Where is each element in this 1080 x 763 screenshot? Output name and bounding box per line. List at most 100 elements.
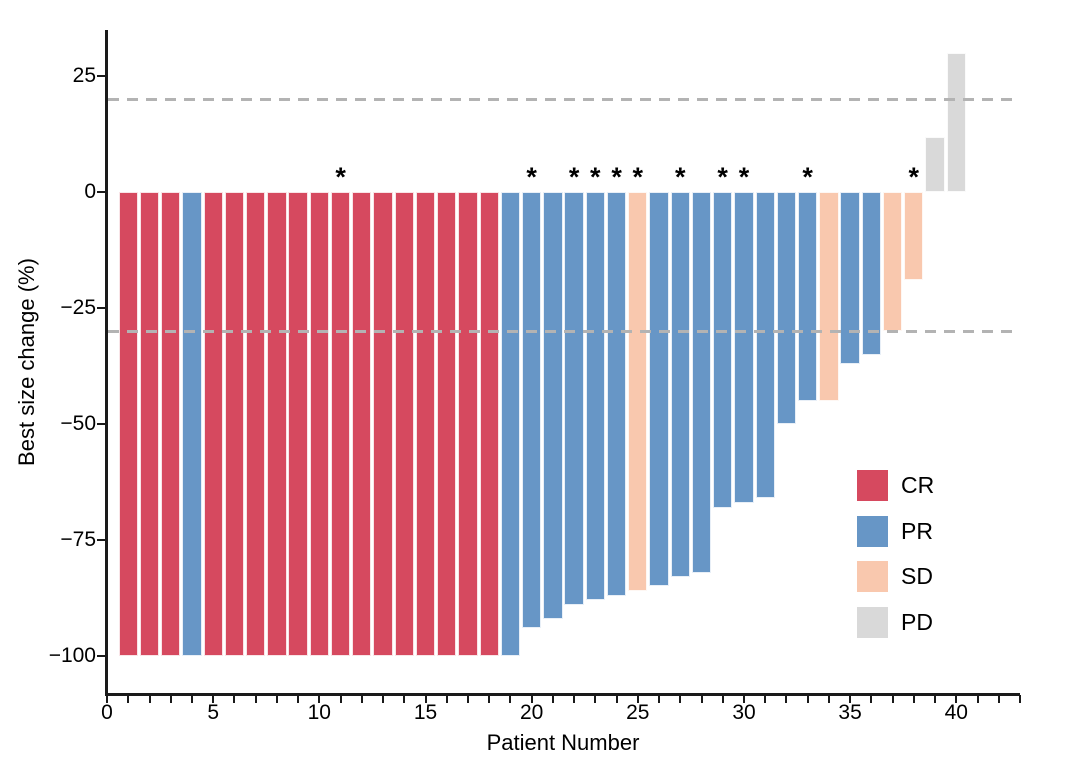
bar-patient-5 [203,192,223,656]
x-tick-label-0: 0 [101,701,113,724]
x-tick-41 [976,695,979,703]
bar-patient-18 [479,192,499,656]
x-tick-11 [339,695,342,703]
bar-patient-29 [713,192,733,508]
asterisk-patient-38: * [908,162,920,193]
legend-swatch-sd [857,561,888,592]
x-tick-19 [509,695,512,703]
bar-patient-7 [245,192,266,656]
bar-patient-36 [861,192,882,355]
x-axis-title: Patient Number [486,730,640,755]
x-tick-7 [254,695,257,703]
x-tick-37 [891,695,894,703]
legend-swatch-pd [857,606,888,638]
asterisk-patient-29: * [717,162,728,193]
bar-patient-24 [606,192,627,596]
y-tick-label-0: 0 [84,180,96,204]
bar-patient-1 [118,192,138,656]
legend-label-sd: SD [901,563,933,589]
bar-patient-31 [755,192,775,499]
bar-patient-30 [734,192,754,503]
bar-patient-12 [352,192,372,656]
asterisk-patient-23: * [590,162,601,193]
bar-patient-22 [564,192,584,605]
x-tick-12 [360,695,363,703]
x-tick-32 [785,695,788,703]
x-tick-2 [148,695,151,703]
x-tick-39 [934,695,937,703]
x-tick-label-10: 10 [307,701,331,724]
y-tick--50 [97,423,105,426]
y-tick-label--75: −75 [60,528,96,552]
bar-patient-8 [267,192,287,656]
x-tick-9 [297,695,300,703]
bar-patient-21 [543,192,563,619]
bar-patient-27 [670,192,690,578]
bar-patient-4 [182,192,202,656]
x-tick-0 [106,695,108,703]
x-tick-21 [551,695,554,703]
bar-patient-23 [585,192,605,601]
bar-patient-35 [840,192,860,364]
x-tick-27 [679,695,682,703]
x-tick-label-40: 40 [944,701,968,724]
bar-patient-14 [394,192,414,656]
y-tick-label--50: −50 [60,412,96,436]
bar-patient-10 [309,192,329,656]
bar-patient-40 [946,53,966,193]
legend-label-cr: CR [901,472,935,498]
x-tick-25 [636,695,639,703]
x-tick-23 [594,695,597,703]
x-tick-3 [169,695,172,703]
x-tick-10 [318,695,321,703]
x-tick-16 [445,695,448,703]
x-tick-15 [424,695,427,703]
bar-patient-25 [628,192,648,592]
bar-patient-16 [437,192,457,656]
asterisk-patient-22: * [568,162,580,193]
x-tick-43 [1019,695,1021,703]
asterisk-patient-30: * [738,162,750,193]
bar-patient-3 [161,192,181,656]
y-tick-label--25: −25 [60,296,96,320]
x-tick-4 [190,695,193,703]
x-tick-5 [212,695,215,703]
y-tick--75 [97,539,105,542]
bar-patient-37 [882,192,903,332]
bar-patient-6 [224,192,245,656]
x-tick-30 [743,695,745,703]
x-tick-22 [573,695,576,703]
y-tick-25 [97,75,105,78]
bar-patient-19 [500,192,521,656]
y-tick-label-25: 25 [72,64,96,88]
x-tick-42 [997,695,1000,703]
bar-patient-32 [776,192,797,425]
bar-patient-2 [139,192,160,656]
bar-patient-13 [373,192,393,656]
asterisk-patient-33: * [802,162,813,193]
y-tick--100 [97,655,105,657]
y-tick-0 [97,191,105,194]
reference-line-20 [108,98,1020,102]
x-tick-36 [870,695,873,703]
x-tick-label-15: 15 [413,701,438,724]
asterisk-patient-24: * [611,162,622,193]
x-tick-14 [403,695,406,703]
legend-label-pd: PD [901,608,933,635]
asterisk-patient-11: * [335,162,346,193]
x-tick-29 [721,695,724,703]
x-tick-26 [658,695,660,703]
bar-patient-38 [904,192,924,281]
x-tick-31 [764,695,767,703]
legend-swatch-cr [857,470,888,501]
y-tick-label--100: −100 [48,644,96,667]
y-axis-line [105,30,108,695]
bar-patient-20 [522,192,542,629]
x-tick-6 [233,695,236,703]
x-tick-label-35: 35 [838,701,862,724]
x-tick-13 [382,695,384,703]
x-tick-33 [806,695,809,703]
bar-patient-28 [691,192,712,573]
x-tick-20 [530,695,533,703]
